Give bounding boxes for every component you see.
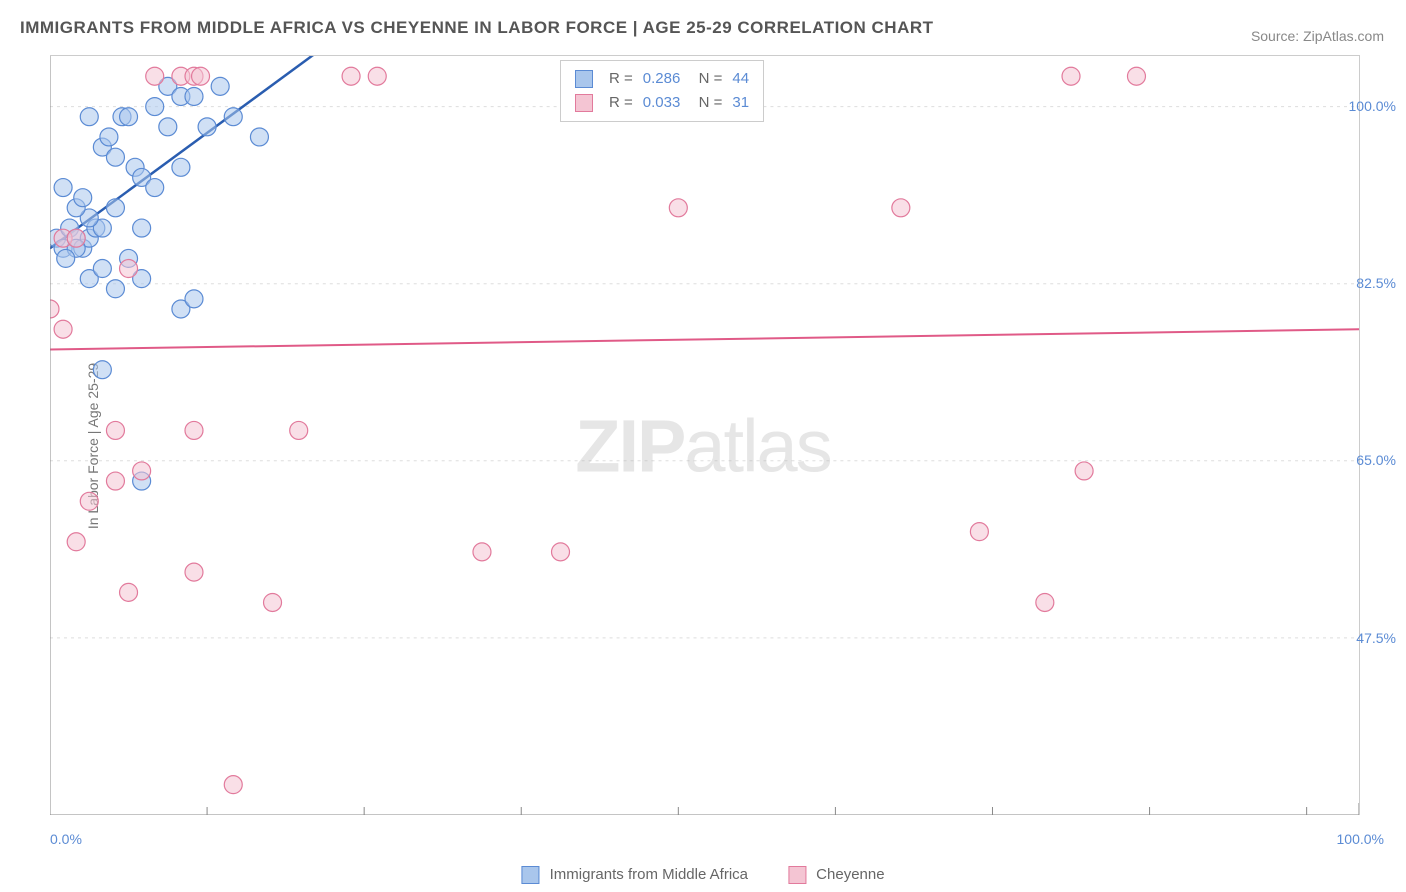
x-axis-min-label: 0.0% [50,831,82,847]
legend-swatch-icon [521,866,539,884]
legend-swatch-icon [575,70,593,88]
legend-row-series-1: R = 0.286 N = 44 [575,67,749,91]
y-tick-label: 100.0% [1349,98,1396,114]
legend-label: Cheyenne [816,866,884,883]
legend-n-label: N = [690,91,722,115]
x-axis-max-label: 100.0% [1337,831,1384,847]
legend-r-label: R = [609,67,633,91]
series-legend: Immigrants from Middle Africa Cheyenne [521,866,884,884]
y-tick-label: 47.5% [1356,630,1396,646]
legend-n-label: N = [690,67,722,91]
legend-r-label: R = [609,91,633,115]
legend-n-value: 44 [732,67,749,91]
source-attribution: Source: ZipAtlas.com [1251,28,1384,44]
scatter-plot-svg [50,56,1359,815]
legend-label: Immigrants from Middle Africa [550,866,748,883]
correlation-legend: R = 0.286 N = 44 R = 0.033 N = 31 [560,60,764,122]
legend-n-value: 31 [732,91,749,115]
legend-r-value: 0.286 [643,67,681,91]
y-tick-label: 65.0% [1356,452,1396,468]
legend-row-series-2: R = 0.033 N = 31 [575,91,749,115]
legend-item-series-1: Immigrants from Middle Africa [521,866,748,884]
legend-swatch-icon [788,866,806,884]
chart-plot-area [50,55,1360,815]
legend-item-series-2: Cheyenne [788,866,885,884]
chart-title: IMMIGRANTS FROM MIDDLE AFRICA VS CHEYENN… [20,18,934,38]
legend-r-value: 0.033 [643,91,681,115]
y-tick-label: 82.5% [1356,275,1396,291]
legend-swatch-icon [575,94,593,112]
